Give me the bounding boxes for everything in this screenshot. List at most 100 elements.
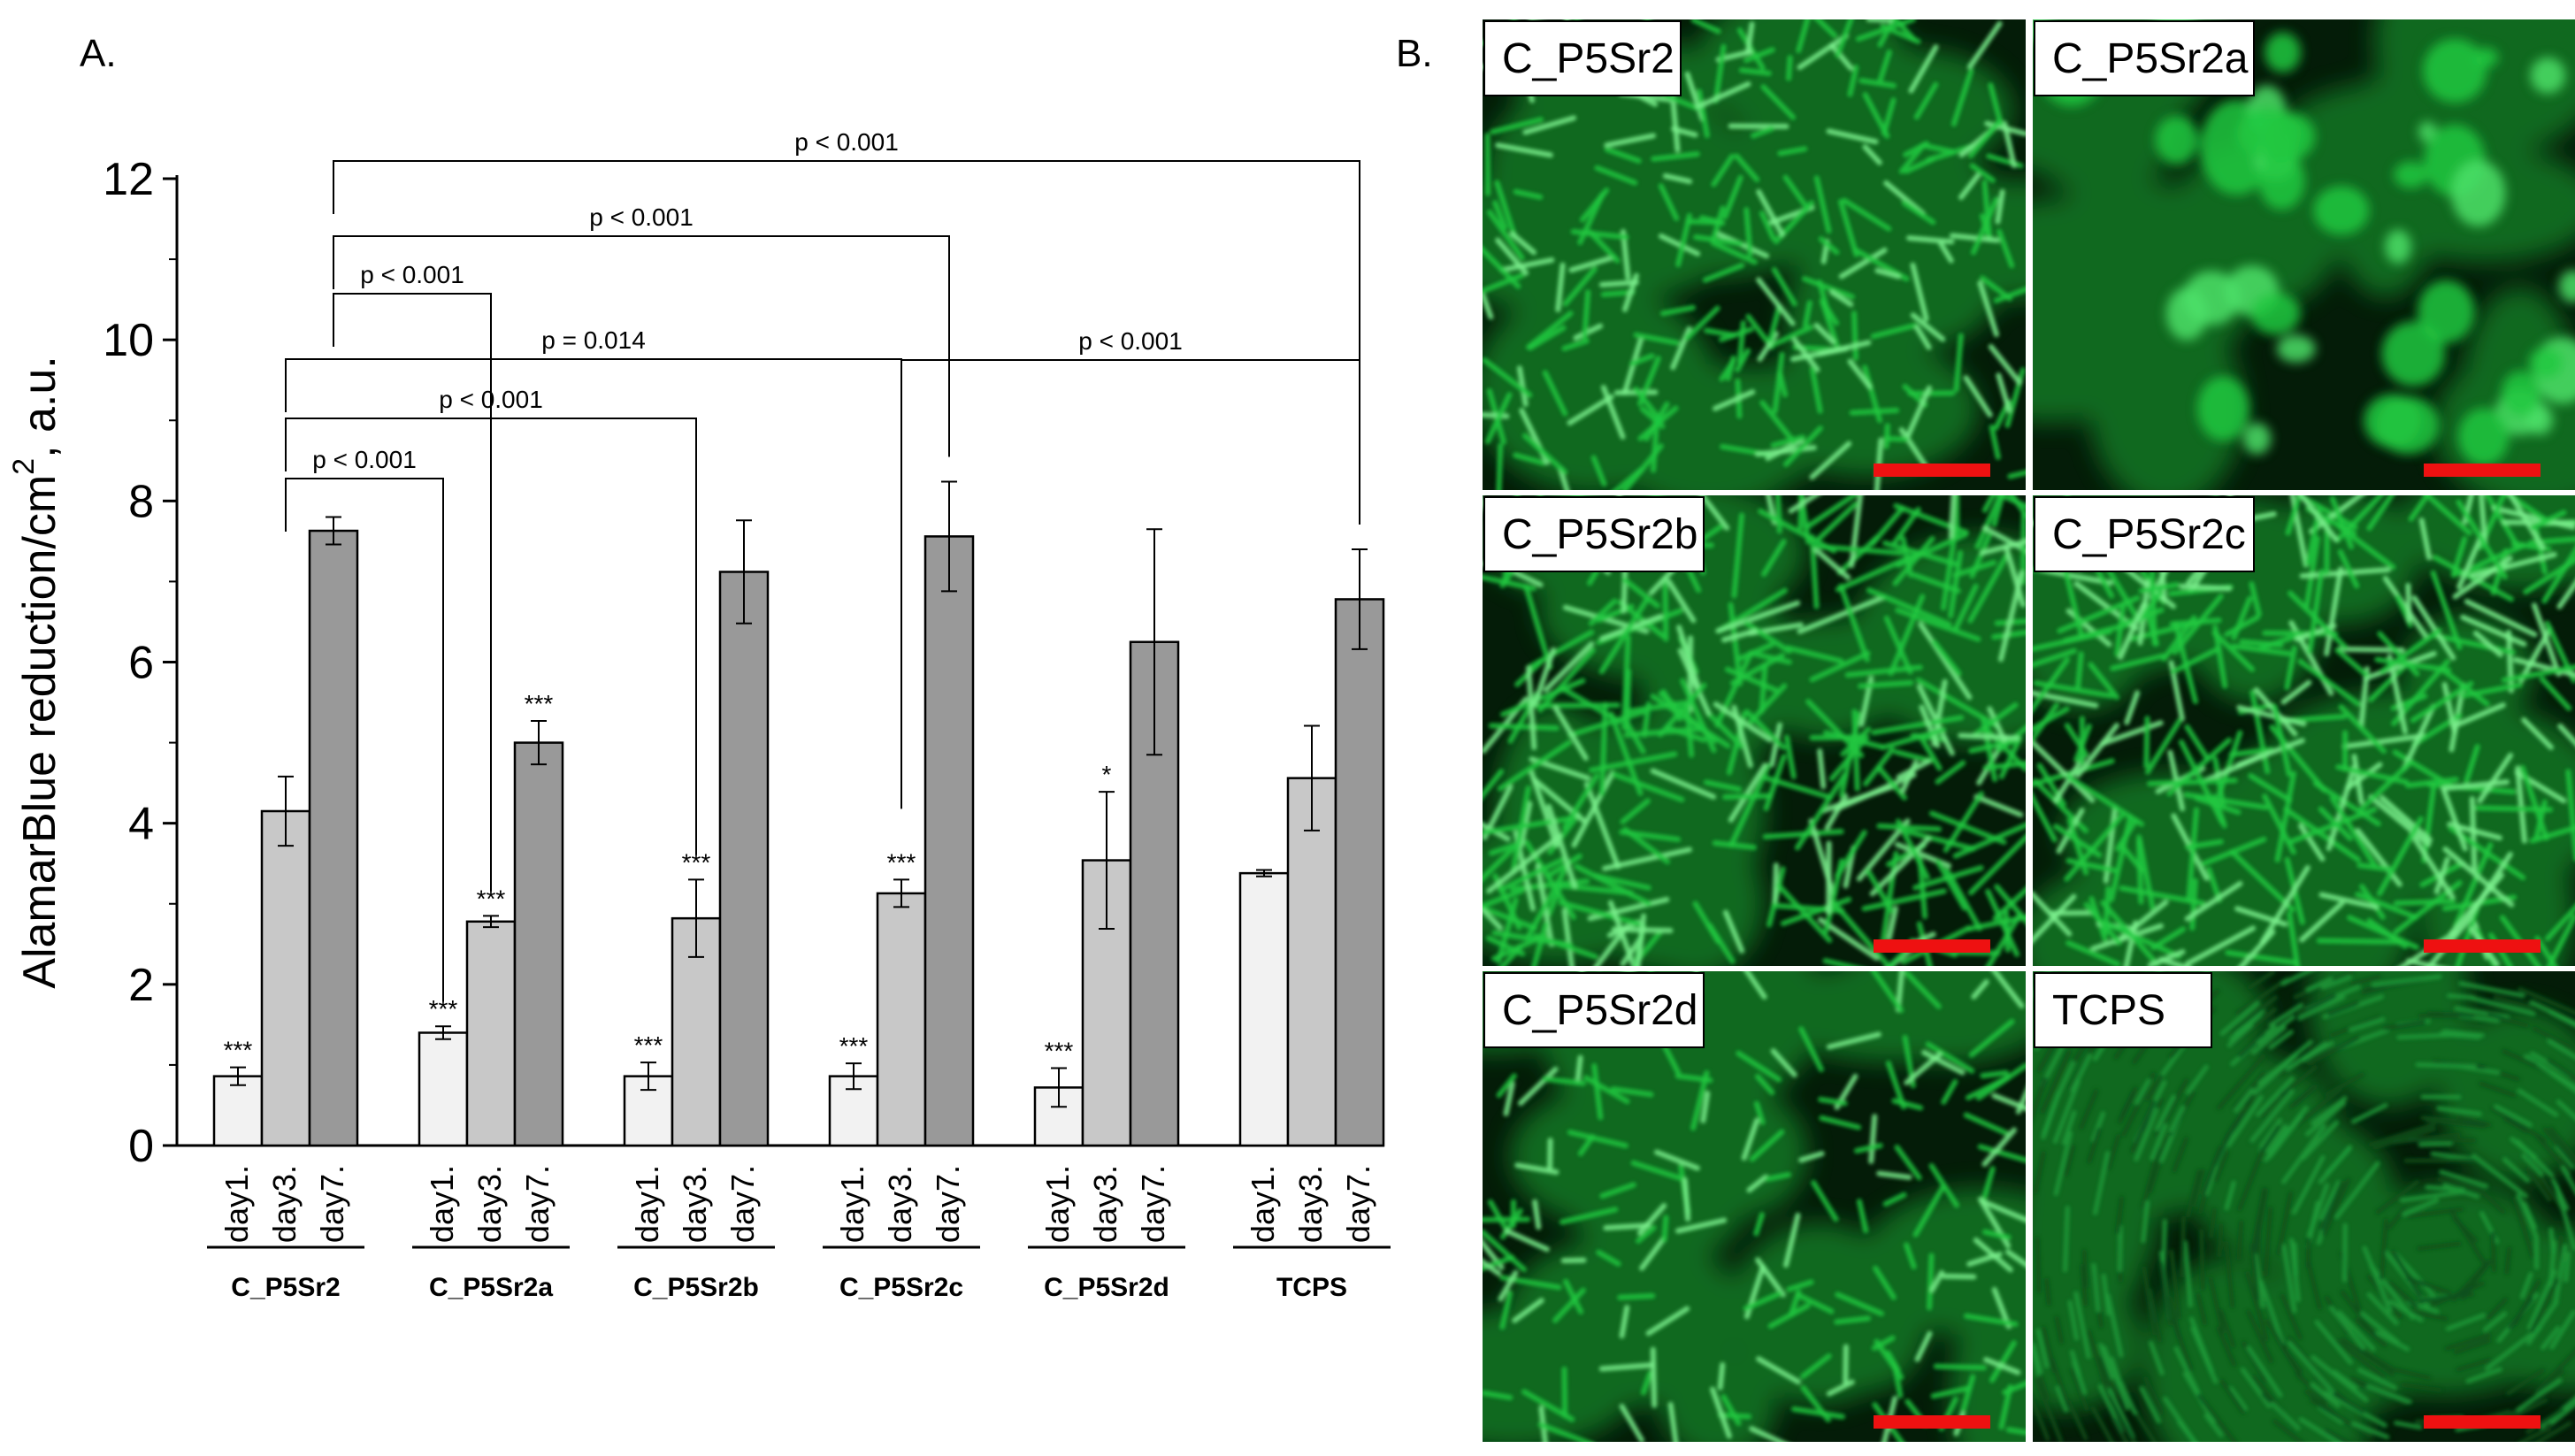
y-tick-label: 4 (128, 799, 154, 850)
significance-stars: *** (1045, 1038, 1074, 1065)
x-tick-label: day7. (930, 1165, 966, 1243)
x-tick-label: day3. (882, 1165, 918, 1243)
bar (465, 920, 517, 1147)
micrograph-label: TCPS (2052, 987, 2165, 1034)
micrograph-label: C_P5Sr2 (1502, 35, 1675, 82)
x-tick-label: day1. (1245, 1165, 1281, 1243)
comparison-bracket (333, 293, 492, 892)
bar (923, 535, 975, 1147)
micrograph-label: C_P5Sr2a (2052, 35, 2249, 82)
scale-bar (1874, 939, 1990, 953)
p-value-label: p < 0.001 (794, 128, 899, 156)
micrograph-label: C_P5Sr2b (1502, 511, 1698, 558)
comparison-bracket (333, 160, 1360, 525)
x-tick-label: day1. (424, 1165, 460, 1243)
comparison-bracket (900, 359, 1360, 525)
group-label: C_P5Sr2d (1044, 1273, 1169, 1302)
panel-a-letter: A. (80, 32, 117, 75)
x-tick-label: day1. (1039, 1165, 1076, 1243)
scale-bar (1874, 1415, 1990, 1429)
micrograph-grid: C_P5Sr2 C_P5Sr2a C_P5Sr2b C_P5Sr2c C_P5Sr2d T… (1483, 19, 2575, 1442)
significance-stars: *** (634, 1031, 663, 1059)
bar (1286, 777, 1337, 1147)
x-tick-label: day1. (629, 1165, 665, 1243)
p-value-label: p < 0.001 (439, 386, 543, 413)
p-value-label: p < 0.001 (360, 261, 464, 288)
micrograph-label-box (1483, 496, 1705, 572)
y-tick-label: 10 (103, 315, 154, 366)
bar (418, 1031, 469, 1147)
bar-chart: AlamarBlue reduction/cm2, a.u. 0 2 4 6 8 10 12… (7, 128, 1391, 1302)
scale-bar (1874, 464, 1990, 477)
micrograph-5: C_P5Sr2d (1483, 971, 2026, 1442)
micrograph-label-box (2034, 972, 2212, 1048)
cell-texture (1483, 971, 2026, 1442)
significance-stars: * (1102, 761, 1112, 788)
x-tick-label: day1. (834, 1165, 870, 1243)
cell-texture (1483, 495, 2026, 966)
p-value-label: p = 0.014 (541, 326, 646, 354)
micrograph-4: C_P5Sr2c (2033, 495, 2575, 966)
x-tick-label: day7. (314, 1165, 350, 1243)
micrograph-1: C_P5Sr2 (1483, 19, 2026, 490)
panel-b-letter: B. (1396, 32, 1433, 75)
group-label: C_P5Sr2b (633, 1273, 759, 1302)
scale-bar (2424, 1415, 2541, 1429)
x-tick-label: day3. (677, 1165, 713, 1243)
bar (260, 809, 311, 1147)
y-tick-label: 6 (128, 638, 154, 689)
scale-bar (2424, 464, 2541, 477)
bar (212, 1075, 264, 1147)
bar (513, 741, 564, 1147)
comparison-bracket (285, 418, 697, 855)
bar (308, 529, 359, 1147)
y-tick-label: 8 (128, 476, 154, 527)
x-tick-label: day7. (1135, 1165, 1171, 1243)
y-tick-label: 12 (103, 154, 154, 205)
bar (718, 571, 770, 1147)
x-tick-label: day7. (1340, 1165, 1376, 1243)
x-tick-label: day3. (471, 1165, 508, 1243)
micrograph-3: C_P5Sr2b (1483, 495, 2026, 966)
y-tick-label: 0 (128, 1121, 154, 1172)
micrograph-label-box (2034, 496, 2255, 572)
bar (1238, 871, 1290, 1147)
p-value-label: p < 0.001 (589, 203, 694, 231)
bars: **************************** (212, 480, 1385, 1147)
significance-stars: *** (887, 848, 916, 876)
micrograph-label: C_P5Sr2c (2052, 511, 2246, 558)
y-tick-label: 2 (128, 960, 154, 1011)
micrograph-label-box (1483, 972, 1705, 1048)
micrograph-2: C_P5Sr2a (2033, 19, 2575, 490)
x-tick-label: day3. (266, 1165, 303, 1243)
comparison-bracket (333, 235, 950, 457)
bar (1334, 598, 1385, 1147)
significance-stars: *** (525, 690, 554, 717)
significance-stars: *** (224, 1037, 253, 1064)
bar (876, 892, 927, 1147)
scale-bar (2424, 939, 2541, 953)
p-value-label: p < 0.001 (1078, 327, 1183, 355)
comparison-bracket (285, 478, 444, 1002)
group-label: C_P5Sr2 (231, 1273, 340, 1302)
cell-texture (2033, 495, 2575, 966)
x-tick-label: day3. (1087, 1165, 1123, 1243)
x-tick-label: day1. (218, 1165, 255, 1243)
group-label: C_P5Sr2c (839, 1273, 963, 1302)
x-tick-label: day7. (519, 1165, 556, 1243)
x-axis-labels: day1. day3. day7. C_P5Sr2 day1. day3. day7. C_P… (207, 1165, 1391, 1302)
y-axis-label: AlamarBlue reduction/cm2, a.u. (7, 356, 65, 988)
significance-brackets: p < 0.001 p < 0.001 p < 0.001 p = 0.014 p < … (285, 128, 1360, 1002)
cell-texture (1483, 19, 2026, 490)
p-value-label: p < 0.001 (312, 446, 417, 473)
group-label: TCPS (1276, 1273, 1347, 1302)
group-label: C_P5Sr2a (429, 1273, 553, 1302)
micrograph-label: C_P5Sr2d (1502, 987, 1698, 1034)
comparison-bracket (285, 358, 902, 809)
x-tick-label: day7. (724, 1165, 761, 1243)
x-tick-label: day3. (1292, 1165, 1329, 1243)
micrograph-6: TCPS (2033, 971, 2575, 1442)
micrograph-label-box (1483, 20, 1682, 96)
significance-stars: *** (839, 1032, 869, 1060)
